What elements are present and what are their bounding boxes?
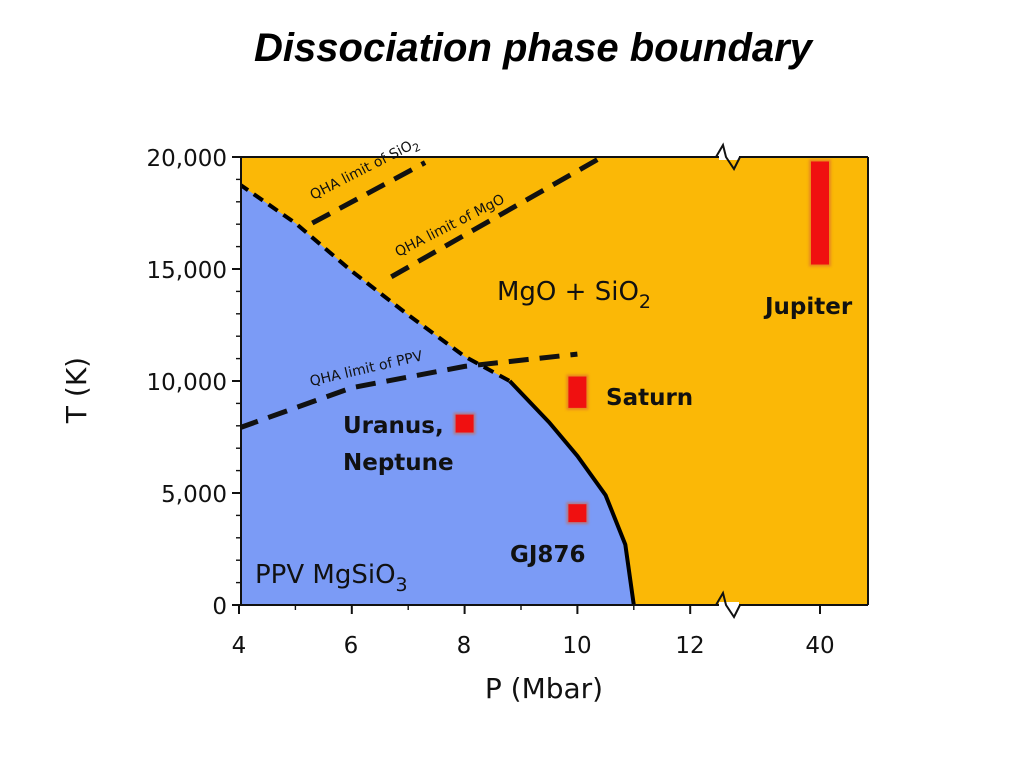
planet-marker-gj876	[568, 504, 587, 523]
planet-marker-jupiter	[811, 161, 829, 265]
y-tick-label: 5,000	[161, 482, 227, 508]
y-tick-label: 20,000	[147, 146, 227, 172]
axis-break-zigzag	[715, 142, 741, 171]
axis-break-zigzag	[715, 590, 741, 619]
x-tick-label: 6	[344, 633, 359, 659]
boundary-dashed-segment	[241, 182, 511, 383]
x-tick-label: 12	[675, 633, 704, 659]
axis-break-gap	[719, 154, 739, 160]
x-axis-title: P (Mbar)	[485, 672, 603, 705]
y-axis-title: T (K)	[60, 357, 93, 424]
region-ppv-mgsio3	[241, 157, 634, 605]
y-tick-label: 0	[212, 594, 227, 620]
y-tick-label: 10,000	[147, 370, 227, 396]
plot-area	[241, 157, 868, 606]
x-tick-label: 4	[232, 633, 247, 659]
planet-marker-uranus-neptune	[455, 414, 474, 433]
axis-ticks	[232, 156, 821, 614]
planet-marker-saturn	[568, 376, 587, 408]
qha-limit-line	[311, 160, 427, 226]
planet-markers	[453, 159, 831, 525]
region-label-ppv-mgsio3: PPV MgSiO3	[255, 560, 408, 596]
axis-break-gap	[719, 602, 739, 608]
region-label-mgo-sio2: MgO + SiO2	[497, 277, 651, 313]
dissociation-boundary-line	[508, 379, 636, 606]
x-tick-label: 10	[562, 633, 591, 659]
planet-label-jupiter: Jupiter	[763, 294, 853, 320]
slide-title: Dissociation phase boundary	[254, 26, 812, 70]
planet-label-gj876: GJ876	[510, 542, 585, 568]
qha-limit-lines	[241, 157, 602, 430]
axis-break-marks	[715, 142, 741, 619]
qha-limit-line	[241, 351, 578, 430]
qha-limit-line	[390, 157, 602, 279]
x-tick-label: 40	[805, 633, 834, 659]
planet-label-uranus: Uranus,	[343, 413, 444, 439]
x-tick-label: 8	[457, 633, 472, 659]
y-tick-label: 15,000	[147, 258, 227, 284]
planet-label-saturn: Saturn	[606, 385, 693, 411]
planet-label-neptune: Neptune	[343, 450, 454, 476]
